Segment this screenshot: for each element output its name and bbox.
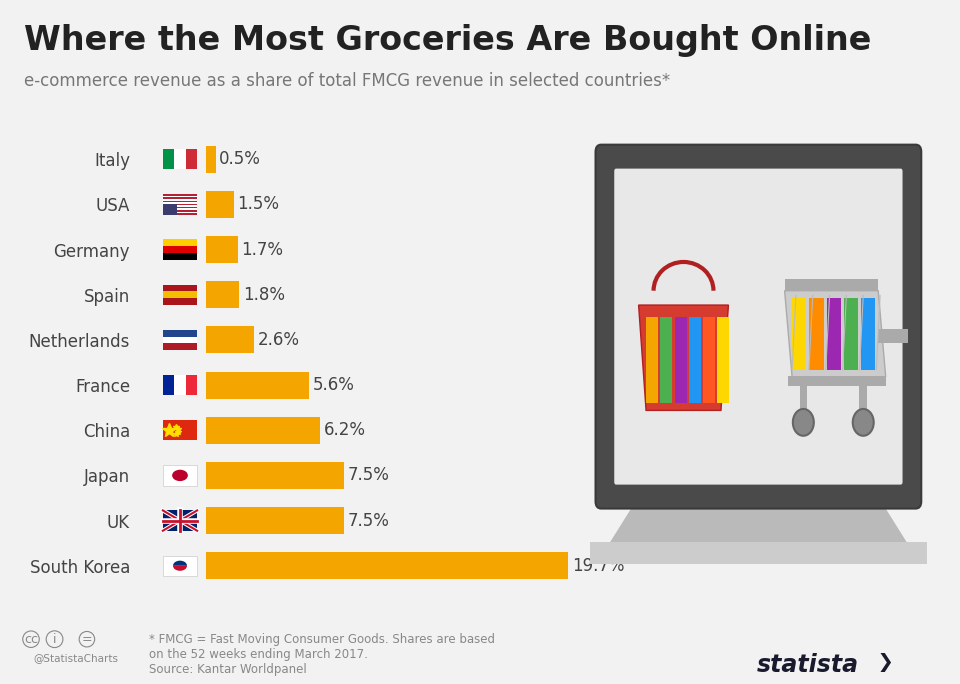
Bar <box>206 417 321 444</box>
Text: * FMCG = Fast Moving Consumer Goods. Shares are based: * FMCG = Fast Moving Consumer Goods. Sha… <box>149 633 494 646</box>
Bar <box>163 204 197 205</box>
Text: 7.5%: 7.5% <box>348 512 390 529</box>
Wedge shape <box>173 566 187 571</box>
Bar <box>163 205 197 207</box>
Bar <box>163 291 197 298</box>
Text: Source: Kantar Worldpanel: Source: Kantar Worldpanel <box>149 663 306 676</box>
Bar <box>792 298 806 369</box>
Text: on the 52 weeks ending March 2017.: on the 52 weeks ending March 2017. <box>149 648 368 661</box>
Bar <box>163 330 197 337</box>
Bar <box>878 329 908 343</box>
Bar <box>163 246 197 253</box>
Bar <box>206 462 344 489</box>
Bar <box>163 213 197 215</box>
Bar <box>788 376 886 386</box>
Circle shape <box>852 409 874 436</box>
Bar <box>163 239 197 246</box>
Bar <box>163 199 197 200</box>
Bar <box>163 337 197 343</box>
Text: Where the Most Groceries Are Bought Online: Where the Most Groceries Are Bought Onli… <box>24 24 872 57</box>
Bar <box>163 194 197 196</box>
Text: =: = <box>82 633 92 646</box>
Bar <box>206 507 344 534</box>
Text: 6.2%: 6.2% <box>324 421 366 439</box>
Bar <box>163 510 197 531</box>
Bar <box>206 191 234 218</box>
Wedge shape <box>173 561 187 566</box>
Bar <box>800 384 807 415</box>
Bar <box>859 384 867 415</box>
Polygon shape <box>638 305 729 410</box>
Text: 2.6%: 2.6% <box>258 331 300 349</box>
Text: 1.5%: 1.5% <box>238 196 279 213</box>
Bar <box>827 298 841 369</box>
Bar <box>206 146 216 173</box>
Bar <box>861 298 876 369</box>
Polygon shape <box>609 497 908 544</box>
FancyBboxPatch shape <box>595 144 922 509</box>
Text: cc: cc <box>24 633 38 646</box>
Bar <box>163 253 197 260</box>
Circle shape <box>172 470 188 481</box>
Text: 5.6%: 5.6% <box>313 376 355 394</box>
Bar <box>206 236 238 263</box>
Bar <box>163 210 197 211</box>
Bar <box>163 285 197 305</box>
Bar <box>844 298 858 369</box>
Bar <box>163 202 197 204</box>
Bar <box>206 371 309 399</box>
Text: 1.7%: 1.7% <box>241 241 283 259</box>
Text: 7.5%: 7.5% <box>348 466 390 484</box>
Bar <box>809 298 824 369</box>
Bar <box>589 542 927 564</box>
Text: statista: statista <box>757 653 859 677</box>
Polygon shape <box>784 291 886 377</box>
Bar <box>163 375 175 395</box>
Text: 1.8%: 1.8% <box>243 286 285 304</box>
Bar <box>163 149 175 170</box>
Bar <box>206 281 239 308</box>
Bar <box>206 552 568 579</box>
Circle shape <box>793 409 814 436</box>
Bar <box>163 198 197 199</box>
Bar <box>175 149 185 170</box>
Text: ❯: ❯ <box>864 653 894 672</box>
Text: e-commerce revenue as a share of total FMCG revenue in selected countries*: e-commerce revenue as a share of total F… <box>24 72 670 90</box>
Bar <box>163 196 197 198</box>
FancyBboxPatch shape <box>614 168 902 484</box>
Text: i: i <box>53 633 57 646</box>
Bar <box>163 200 197 202</box>
Bar <box>660 317 672 403</box>
Bar <box>646 317 658 403</box>
Bar <box>185 149 197 170</box>
Bar <box>163 465 197 486</box>
Bar <box>163 420 197 440</box>
Text: 19.7%: 19.7% <box>572 557 624 575</box>
Bar <box>163 209 197 210</box>
Polygon shape <box>784 279 878 291</box>
Bar <box>703 317 715 403</box>
Bar <box>163 343 197 350</box>
Bar <box>717 317 730 403</box>
Bar <box>206 326 254 354</box>
Bar <box>675 317 686 403</box>
Bar <box>688 317 701 403</box>
Bar <box>185 375 197 395</box>
Text: @StatistaCharts: @StatistaCharts <box>34 653 119 663</box>
Bar <box>163 211 197 213</box>
Text: 0.5%: 0.5% <box>219 150 261 168</box>
Bar <box>163 207 197 209</box>
Bar <box>175 375 185 395</box>
Bar <box>163 555 197 576</box>
Bar <box>163 204 177 215</box>
